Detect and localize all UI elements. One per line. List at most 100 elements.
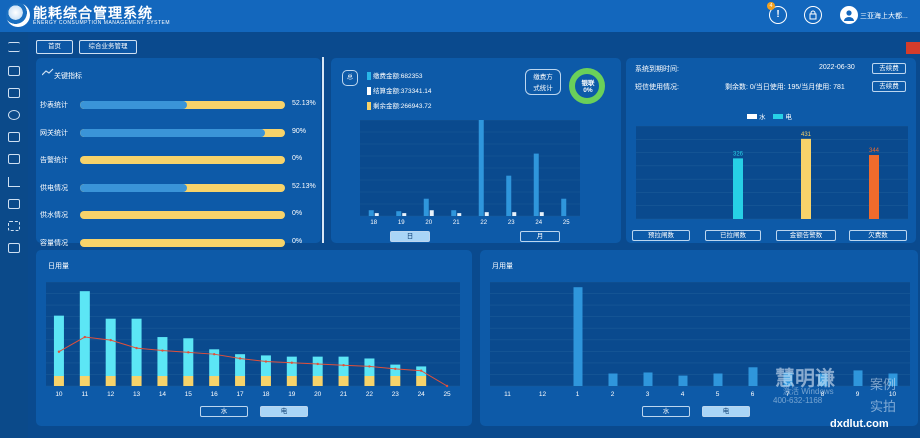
arrears-button[interactable]: 欠费数 [849, 230, 907, 241]
prepay-button[interactable]: 预拉闸数 [632, 230, 690, 241]
download-icon[interactable] [8, 154, 20, 164]
remaining-amount: 剩余金额:266943.72 [373, 103, 432, 110]
grid-icon[interactable] [8, 221, 20, 231]
line-chart-icon[interactable] [8, 177, 20, 187]
monthly-bar [888, 373, 898, 386]
trend-point [419, 369, 423, 372]
trend-point [445, 384, 449, 388]
water-bar [183, 376, 194, 386]
document-settings-icon[interactable] [8, 199, 20, 209]
message-icon[interactable] [8, 132, 20, 142]
metric-label: 供电情况 [40, 184, 68, 192]
expire-date: 2022-06-30 [819, 64, 855, 71]
expire-label: 系统到期时间: [635, 66, 679, 73]
alert-icon[interactable]: ! [769, 6, 787, 24]
switched-button[interactable]: 已拉闸数 [705, 230, 761, 241]
monthly-bar [643, 372, 653, 386]
legend-swatch [367, 87, 371, 96]
user-name[interactable]: 三亚海上大都... [860, 13, 908, 20]
x-tick-label: 14 [159, 391, 167, 398]
x-tick-label: 8 [821, 391, 825, 398]
payment-bar [506, 175, 512, 216]
x-tick-label: 22 [366, 391, 374, 398]
sms-bar [733, 158, 743, 219]
water-bar [416, 376, 427, 386]
monthly-tab-power[interactable]: 电 [702, 406, 750, 417]
daily-tab-power[interactable]: 电 [260, 406, 308, 417]
x-tick-label: 18 [262, 391, 270, 398]
tab-day[interactable]: 日 [390, 231, 430, 242]
trend-point [83, 335, 87, 339]
x-tick-label: 6 [751, 391, 755, 398]
image-icon[interactable] [8, 66, 20, 76]
renew-button-2[interactable]: 去续费 [872, 81, 906, 92]
top-bar: 能耗综合管理系统 ENERGY CONSUMPTION MANAGEMENT S… [0, 0, 920, 32]
legend-swatch [367, 102, 371, 111]
payment-bar [533, 153, 539, 216]
x-tick-label: 20 [314, 391, 322, 398]
x-tick-label: 12 [539, 391, 547, 398]
refresh-icon[interactable] [8, 110, 20, 120]
metric-value: 52.13% [292, 182, 316, 190]
x-tick-label: 18 [370, 220, 377, 226]
monthly-bar [608, 373, 618, 386]
folder-icon[interactable] [8, 88, 20, 98]
monthly-tab-water[interactable]: 水 [642, 406, 690, 417]
water-bar [53, 376, 64, 386]
metric-value: 52.13% [292, 100, 316, 107]
x-tick-label: 22 [480, 220, 487, 226]
x-tick-label: 16 [211, 391, 219, 398]
x-tick-label: 2 [611, 391, 615, 398]
trend-point [290, 361, 294, 364]
legend-water: 水 [759, 114, 766, 121]
monthly-bar [748, 367, 758, 386]
crumb-home[interactable]: 首页 [36, 40, 73, 54]
picture-icon[interactable] [8, 243, 20, 253]
tab-month[interactable]: 月 [520, 231, 560, 242]
payment-bar [368, 210, 374, 216]
monthly-bar [678, 375, 688, 386]
trend-point [109, 338, 112, 342]
metric-label: 抄表统计 [40, 102, 68, 109]
x-tick-label: 20 [425, 220, 432, 226]
renew-button[interactable]: 去续费 [872, 63, 906, 74]
trend-point [187, 351, 190, 354]
donut-label: 银联 0% [575, 80, 601, 94]
water-bar [338, 376, 349, 386]
payment-method-label: 缴费方 式统计 [525, 69, 561, 95]
x-tick-label: 10 [889, 391, 897, 398]
x-tick-label: 3 [646, 391, 650, 398]
settlement-bar [484, 212, 489, 216]
water-bar [235, 376, 246, 386]
payment-donut [569, 68, 605, 104]
x-tick-label: 24 [418, 391, 426, 398]
scrollbar[interactable] [322, 57, 324, 243]
power-bar [157, 337, 168, 376]
x-tick-label: 15 [185, 391, 193, 398]
metric-label: 告警统计 [40, 157, 68, 164]
sms-legend: 水 电 [747, 111, 792, 121]
water-bar [209, 376, 220, 386]
monthly-bar [713, 373, 723, 386]
trend-point [135, 346, 138, 350]
avatar-icon[interactable] [840, 6, 858, 24]
power-bar [286, 356, 297, 376]
trend-point [264, 360, 268, 363]
logo-icon [6, 3, 30, 27]
trend-point [342, 364, 345, 367]
menu-icon[interactable] [8, 42, 20, 52]
reminder-button[interactable]: 金额告警数 [776, 230, 836, 241]
legend-swatch-water [747, 114, 757, 119]
daily-tab-water[interactable]: 水 [200, 406, 248, 417]
payment-chart: 18 19 20 21 22 23 24 25 [360, 120, 580, 226]
monthly-title: 月用量 [492, 263, 513, 270]
water-bar [312, 376, 323, 386]
crumb-business[interactable]: 综合业务管理 [79, 40, 137, 54]
x-tick-label: 13 [133, 391, 141, 398]
x-tick-label: 9 [856, 391, 860, 398]
trend-point [57, 350, 61, 353]
sms-data-label: 431 [801, 132, 812, 138]
close-tab-button[interactable] [906, 42, 920, 54]
x-tick-label: 11 [81, 391, 88, 398]
lock-icon[interactable] [804, 6, 822, 24]
